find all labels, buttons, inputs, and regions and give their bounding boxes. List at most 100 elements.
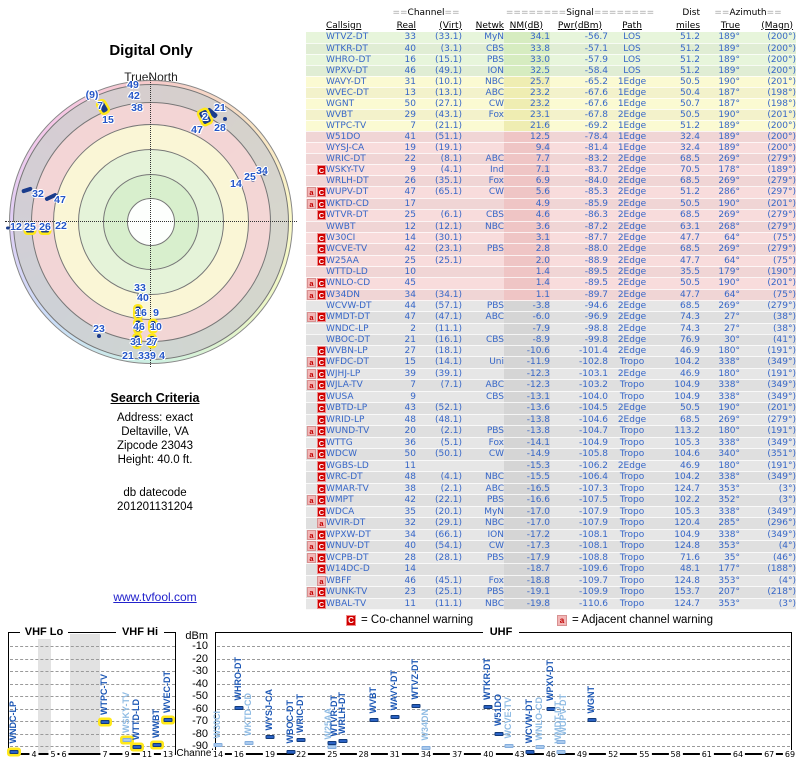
cell-mag: (201°) [740,402,797,415]
co-channel-warning-badge: C [317,357,326,367]
station-row: WAVY-DT 31 (10.1) NBC 25.7 -65.2 1Edge 50.5 190°… [306,76,797,88]
cell-nm: -7.9 [504,323,551,335]
warning-cell [306,153,326,165]
signal-bar-callsign: WKTD-CD [243,692,254,736]
warning-cell: C [306,460,326,472]
polar-channel-label: 49 [127,79,139,91]
cell-nm: 33.8 [504,43,551,55]
cell-pwr: -106.4 [550,471,609,484]
cell-net: Fox [462,109,505,121]
cell-path: 1Edge [608,142,657,154]
cell-mi: 104.2 [656,356,701,369]
dbm-tick-label: -70 [192,715,208,727]
station-row: a WVIR-DT 32 (29.1) NBC -17.0 -107.9 Tropo 120.4… [306,517,797,530]
cell-mi: 50.5 [656,109,701,121]
cell-net: PBS [462,494,505,507]
cell-cs: WJLA-TV [326,379,390,392]
cell-tru: 64° [700,255,741,267]
warning-cell [306,54,326,66]
cell-mi: 104.2 [656,471,701,484]
cell-virt: (49.1) [416,65,463,77]
station-row: WVBT 29 (43.1) Fox 23.1 -67.8 2Edge 50.5 190° (20… [306,109,797,121]
search-zipcode: Zipcode 23043 [116,440,194,452]
cell-tru: 64° [700,289,741,301]
cell-pwr: -85.3 [550,186,609,199]
channel-tick-label: 6 [59,750,69,759]
cell-net: ABC [462,483,505,495]
polar-station-marker [135,306,141,318]
dbm-tick-label: -10 [192,640,208,652]
cell-nm: -14.1 [504,437,551,449]
cell-tru: 352° [700,494,741,507]
station-row: C WMAR-TV 38 (2.1) ABC -16.5 -107.3 Tropo 124.7 3… [306,483,797,495]
cell-nm: -10.6 [504,345,551,357]
cell-tru: 27° [700,323,741,335]
cell-net: NBC [462,598,505,610]
co-channel-warning-badge: C [317,449,326,459]
cell-mag: (188°) [740,563,797,576]
cell-cs: WKTD-CD [326,198,390,210]
cell-mi: 47.7 [656,255,701,267]
warning-cell: C [306,563,326,576]
co-channel-warning-badge: C [317,312,326,322]
station-row: C WGBS-LD 11 -15.3 -106.2 2Edge 46.9 180° (191°) [306,460,797,472]
cell-cs: W25AA [326,255,390,267]
cell-mi: 124.8 [656,575,701,587]
cell-mag: (46°) [740,552,797,564]
gridline [10,733,175,735]
cell-nm: 23.1 [504,109,551,121]
signal-bar-callsign: WTPC-TV [99,674,109,715]
cell-tru: 190° [700,198,741,210]
cell-pwr: -101.4 [550,345,609,357]
cell-mi: 47.7 [656,232,701,244]
signal-bar-callsign: W51DO [492,694,503,727]
tvfool-link[interactable]: www.tvfool.com [113,590,197,604]
polar-channel-label: 7 [97,100,103,112]
warning-cell [306,300,326,312]
cell-mag: (200°) [740,43,797,55]
warning-cell [306,87,326,99]
cell-path: 1Edge [608,120,657,132]
search-criteria-heading: Search Criteria [110,391,200,405]
cell-virt: (10.1) [416,76,463,88]
adjacent-channel-legend-text: = Adjacent channel warning [572,614,713,626]
cell-cs: WGNT [326,98,390,110]
warning-cell: C [306,414,326,426]
cell-cs: WNUV-DT [326,540,390,553]
cell-cs: WCVE-TV [326,243,390,256]
cell-virt: (47.1) [416,311,463,324]
cell-cs: W30CI [326,232,390,244]
cell-nm: -13.8 [504,425,551,438]
cell-path: 1Edge [608,87,657,99]
cell-nm: -12.3 [504,368,551,380]
cell-cs: WBTD-LP [326,402,390,415]
gridline [217,683,790,685]
gridline [217,696,790,697]
cell-path: Tropo [608,517,657,530]
cell-nm: 25.7 [504,76,551,88]
signal-bar [369,718,379,723]
cell-nm: -19.8 [504,598,551,610]
cell-real: 9 [390,164,416,176]
cell-real: 32 [390,517,416,530]
station-row: C W25AA 25 (25.1) 2.0 -88.9 2Edge 47.7 64° (75°) [306,255,797,267]
station-row: a C WKTD-CD 17 4.9 -85.9 2Edge 50.5 190° (201°) [306,198,797,210]
cell-mi: 50.7 [656,98,701,110]
cell-net: Ind [462,164,505,176]
cell-nm: -18.8 [504,575,551,587]
cell-tru: 269° [700,300,741,312]
cell-cs: WVIR-DT [326,517,390,530]
cell-path: 2Edge [608,345,657,357]
gridline [10,708,175,710]
search-height: Height: 40.0 ft. [117,454,193,466]
cell-virt: (45.1) [416,575,463,587]
cell-virt [416,266,463,278]
gridline [10,646,175,647]
cell-net [462,563,505,576]
cell-pwr: -83.7 [550,164,609,176]
signal-bar-callsign: W30CI [212,710,222,739]
cell-tru: 269° [700,209,741,222]
cell-pwr: -107.9 [550,517,609,530]
co-channel-warning-badge: C [317,598,326,609]
cell-mag: (75°) [740,289,797,301]
